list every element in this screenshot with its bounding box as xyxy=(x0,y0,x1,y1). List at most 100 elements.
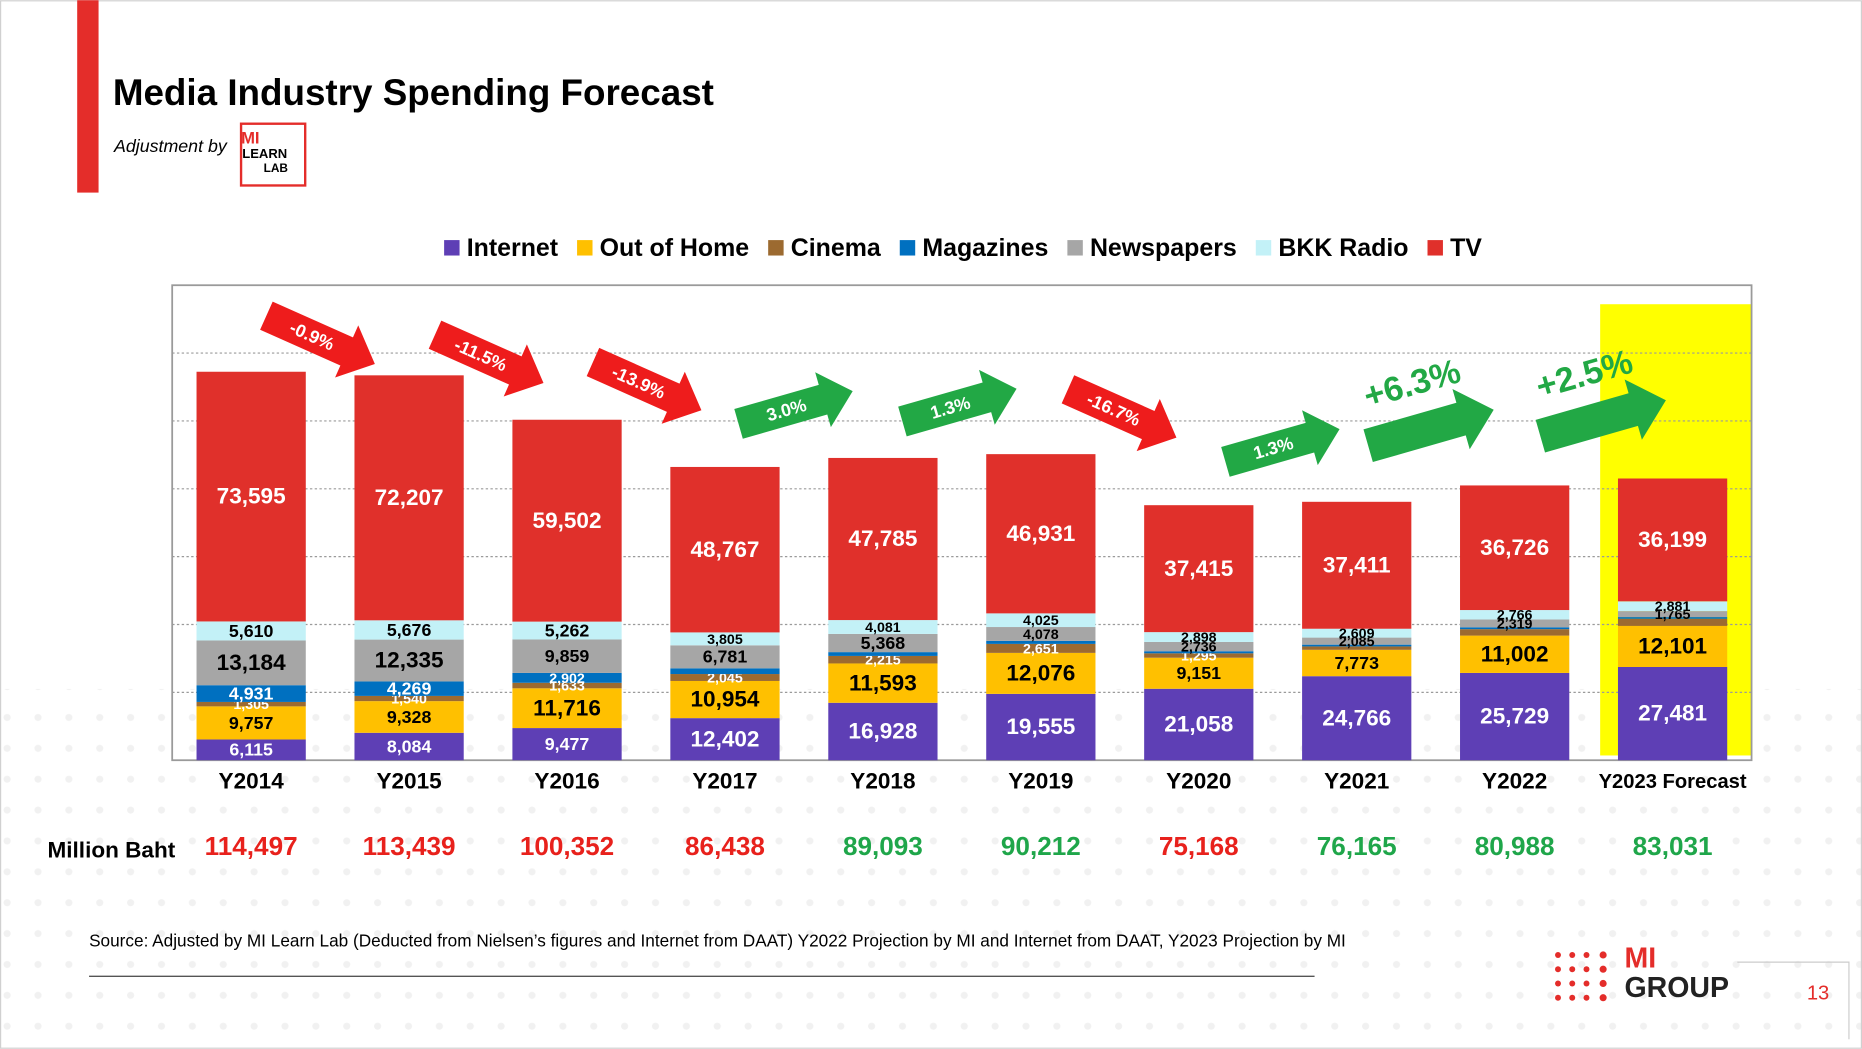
segment-label: 11,716 xyxy=(533,695,601,720)
total-label: 83,031 xyxy=(1633,831,1713,861)
bar-segment xyxy=(986,613,1096,628)
bar-segment xyxy=(512,419,622,622)
segment-label: 2,766 xyxy=(1497,608,1533,624)
brand-text: GROUP xyxy=(1625,972,1730,1004)
segment-label: 5,368 xyxy=(861,633,906,653)
legend-label: BKK Radio xyxy=(1278,234,1408,262)
x-tick-label: Y2022 xyxy=(1482,769,1547,794)
x-tick-label: Y2020 xyxy=(1166,769,1231,794)
bar-segment xyxy=(670,674,780,681)
bar-segment xyxy=(1144,505,1254,633)
arrow-shape xyxy=(898,369,1017,437)
bar-segment xyxy=(354,639,464,682)
bar-segment xyxy=(196,706,306,740)
x-tick-label: Y2015 xyxy=(376,769,441,794)
segment-label: 13,184 xyxy=(217,650,286,675)
x-tick-label: Y2018 xyxy=(850,769,915,794)
bar-segment xyxy=(1144,657,1254,689)
bar-segment xyxy=(828,633,938,653)
arrow-shape xyxy=(260,301,375,378)
accent-bar xyxy=(77,0,99,193)
bar-segment xyxy=(512,621,622,640)
bar-segment xyxy=(512,639,622,673)
bar-segment xyxy=(512,682,622,689)
segment-label: 5,676 xyxy=(387,620,432,640)
bar-segment xyxy=(1144,651,1254,654)
x-tick-label: Y2014 xyxy=(219,769,285,794)
legend-label: Magazines xyxy=(922,234,1048,262)
bar-segment xyxy=(196,621,306,641)
segment-label: 24,766 xyxy=(1322,705,1391,730)
total-label: 100,352 xyxy=(520,831,614,861)
legend-swatch xyxy=(1067,240,1083,256)
bar-segment xyxy=(1302,646,1412,650)
title: Media Industry Spending Forecast xyxy=(113,72,714,113)
total-label: 80,988 xyxy=(1475,831,1555,861)
segment-label: 2,609 xyxy=(1339,626,1375,642)
bar-segment xyxy=(1460,629,1570,636)
segment-label: 9,757 xyxy=(229,713,274,733)
totals-label: Million Baht xyxy=(48,838,176,863)
bar-segment xyxy=(986,454,1096,614)
segment-label: 7,773 xyxy=(1334,653,1379,673)
bar-segment xyxy=(1460,672,1570,761)
x-tick-label: Y2017 xyxy=(692,769,757,794)
growth-arrow: +6.3% xyxy=(1360,352,1494,463)
page-frame xyxy=(1737,961,1850,1040)
bar-segment xyxy=(986,627,1096,641)
segment-label: 2,902 xyxy=(549,671,585,687)
bar-segment xyxy=(512,672,622,683)
legend-swatch xyxy=(899,240,916,256)
segment-label: 2,045 xyxy=(707,670,743,686)
x-tick-label: Y2021 xyxy=(1324,769,1389,794)
segment-label: 36,726 xyxy=(1480,535,1549,560)
logo-text: MI xyxy=(241,129,259,148)
segment-label: 4,081 xyxy=(865,620,901,636)
logo-text: LEARN xyxy=(242,146,287,161)
growth-arrow: -16.7% xyxy=(1061,375,1177,452)
segment-label: 27,481 xyxy=(1638,701,1707,726)
segment-label: 12,101 xyxy=(1638,634,1707,659)
arrow-shape xyxy=(1221,410,1340,477)
bar-segment xyxy=(1144,632,1254,642)
segment-label: 9,477 xyxy=(545,734,590,754)
total-label: 76,165 xyxy=(1317,831,1397,861)
segment-label: 9,328 xyxy=(387,707,432,727)
bar-segment xyxy=(1617,617,1728,619)
legend-label: Newspapers xyxy=(1090,234,1237,262)
segment-label: 2,881 xyxy=(1655,599,1691,615)
chart: Internet Out of Home Cinema Magazines Newspa… xyxy=(171,234,1753,861)
bar-segment xyxy=(1460,610,1570,620)
bar-segment xyxy=(828,655,938,664)
bar-segment xyxy=(986,693,1096,761)
segment-label: 2,215 xyxy=(865,653,901,669)
bar-segment xyxy=(196,640,306,686)
segment-label: 59,502 xyxy=(533,508,602,533)
segment-label: 19,555 xyxy=(1006,714,1075,739)
bar-segment xyxy=(1617,611,1728,618)
bar-segment xyxy=(1460,619,1570,628)
segment-label: 72,207 xyxy=(375,485,444,510)
arrow-shape xyxy=(1061,375,1177,452)
bar-segment xyxy=(828,457,938,621)
bar-segment xyxy=(670,668,780,675)
bar-segment xyxy=(1302,649,1412,677)
bar-segment xyxy=(670,645,780,669)
bar-segment xyxy=(1617,618,1728,626)
segment-label: 9,151 xyxy=(1177,663,1222,683)
bar-segment xyxy=(196,371,306,622)
legend-swatch xyxy=(444,240,460,256)
segment-label: 12,402 xyxy=(690,726,759,751)
total-label: 86,438 xyxy=(685,831,765,861)
segment-label: 6,781 xyxy=(703,647,748,667)
x-tick-label: Y2016 xyxy=(534,769,599,794)
bar-segment xyxy=(986,640,1096,644)
bar-segment xyxy=(1302,644,1412,647)
segment-label: 5,610 xyxy=(229,621,274,641)
segment-label: 21,058 xyxy=(1164,712,1233,737)
segment-label: 12,335 xyxy=(375,648,444,673)
bar-segment xyxy=(1144,688,1254,761)
brand-text: MI xyxy=(1625,942,1657,974)
